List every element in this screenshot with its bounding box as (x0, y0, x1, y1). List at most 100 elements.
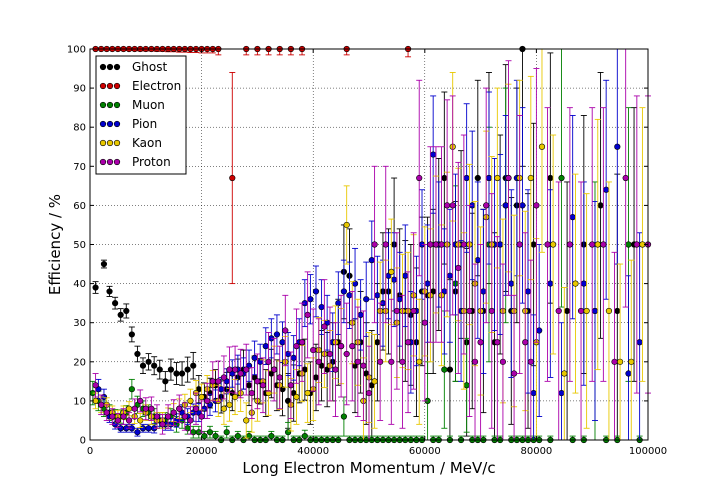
data-point (505, 174, 512, 182)
data-point (231, 393, 239, 401)
data-point (125, 405, 133, 412)
legend-marker (106, 101, 114, 109)
data-point (151, 362, 158, 369)
legend-marker (113, 101, 121, 109)
data-point (625, 241, 632, 248)
data-point (170, 409, 177, 416)
data-point (98, 401, 105, 408)
data-point (391, 276, 398, 283)
data-point (340, 413, 347, 420)
legend-box (95, 55, 187, 175)
data-point (134, 429, 141, 436)
data-series (89, 45, 652, 444)
data-point (251, 354, 258, 361)
data-point (134, 350, 141, 358)
data-point (173, 370, 180, 377)
x-tick-label: 40000 (297, 446, 329, 457)
data-point (360, 362, 367, 369)
data-point (181, 413, 188, 420)
data-point (371, 241, 378, 248)
data-point (245, 382, 253, 389)
data-point (106, 288, 113, 295)
x-tick-label: 100000 (629, 446, 667, 457)
data-point (388, 358, 395, 365)
data-point (167, 421, 175, 428)
data-point (137, 397, 144, 405)
y-tick-label: 60 (73, 201, 86, 212)
data-point (416, 358, 423, 365)
data-point (304, 311, 311, 318)
data-point (178, 370, 186, 377)
data-point (112, 300, 119, 307)
data-point (424, 280, 431, 287)
axis-ticks: 0 20000 40000 60000 80000 100000 0 10 20 30 40 50 60… (67, 45, 667, 458)
data-point (533, 202, 540, 209)
data-point (555, 307, 562, 315)
data-point (497, 241, 504, 248)
legend-marker (99, 82, 107, 90)
data-point (298, 339, 306, 346)
data-point (343, 221, 350, 229)
y-tick-label: 100 (67, 45, 86, 56)
data-point (432, 241, 440, 248)
data-point (463, 382, 470, 389)
data-point (279, 339, 286, 346)
data-point (572, 280, 579, 287)
data-point (603, 186, 610, 193)
data-point (137, 417, 144, 424)
data-point (374, 339, 381, 346)
data-point (558, 174, 565, 182)
data-point (399, 358, 406, 365)
data-point (92, 382, 99, 389)
data-point (248, 389, 255, 397)
data-point (343, 350, 350, 358)
data-point (254, 378, 261, 385)
data-point (167, 366, 175, 373)
data-point (201, 432, 208, 440)
data-point (276, 374, 283, 381)
data-point (365, 389, 373, 397)
data-point (622, 174, 629, 182)
y-tick-label: 80 (73, 123, 86, 134)
data-point (510, 370, 518, 377)
data-point (357, 311, 364, 318)
data-point (471, 358, 479, 365)
data-point (273, 331, 281, 338)
data-point (446, 366, 454, 373)
data-point (153, 413, 161, 420)
data-point (218, 386, 225, 393)
data-point (396, 296, 403, 303)
legend-marker (99, 63, 107, 71)
data-point (589, 241, 596, 248)
data-point (187, 417, 194, 424)
data-point (226, 366, 233, 373)
data-point (577, 307, 585, 315)
x-tick-label: 60000 (409, 446, 441, 457)
data-point (128, 331, 135, 338)
data-point (628, 358, 635, 365)
data-point (441, 174, 448, 182)
data-point (600, 241, 607, 248)
legend-entry-kaon: Kaon (99, 136, 162, 150)
data-point (340, 288, 347, 295)
data-point (416, 174, 423, 182)
data-point (402, 272, 409, 279)
legend-marker (106, 63, 114, 71)
data-point (184, 366, 191, 373)
data-point (499, 358, 507, 365)
data-point (547, 280, 554, 287)
data-point (103, 409, 110, 416)
data-point (139, 362, 147, 369)
data-point (444, 202, 451, 209)
data-point (502, 202, 509, 209)
legend-marker (113, 82, 121, 90)
data-point (538, 143, 546, 150)
data-point (310, 346, 317, 354)
data-point (139, 425, 147, 432)
data-point (363, 296, 370, 303)
data-point (120, 413, 127, 420)
y-tick-label: 90 (73, 84, 86, 95)
legend-entry-muon: Muon (99, 98, 165, 112)
data-point (455, 264, 462, 272)
